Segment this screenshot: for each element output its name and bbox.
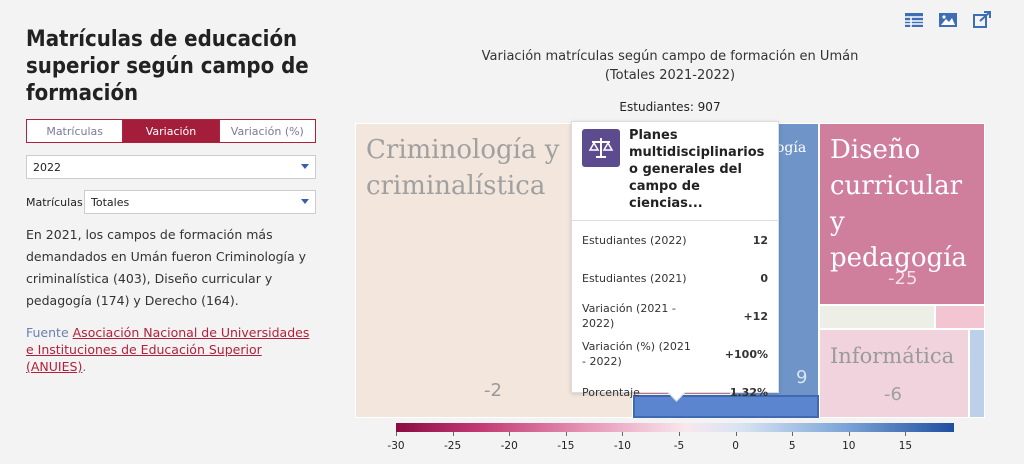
cell-informatica[interactable]: Informática -6 [819, 329, 969, 418]
legend-tick-mark [452, 432, 454, 436]
cell-value: 9 [796, 367, 808, 388]
chart-title-line1: Variación matrículas según campo de form… [481, 49, 859, 64]
matriculas-label: Matrículas [26, 195, 83, 209]
matriculas-select[interactable]: Totales [84, 190, 316, 214]
cell-label: Criminología y criminalística [366, 135, 560, 201]
tooltip-value: +12 [743, 309, 768, 323]
legend-tick-label: -20 [500, 440, 518, 452]
legend-tick-label: -5 [673, 440, 685, 452]
legend-tick-mark [679, 432, 680, 436]
tooltip-value: +100% [724, 347, 768, 361]
legend-tick-label: 10 [842, 440, 856, 452]
cell-small-1[interactable] [819, 305, 935, 329]
tooltip-value: 12 [752, 233, 768, 247]
tooltip-title: Planes multidisciplinarios o generales d… [629, 128, 765, 211]
source-text: Fuente Asociación Nacional de Universida… [26, 324, 316, 375]
chart-title: Variación matrículas según campo de form… [440, 47, 900, 85]
legend-tick-mark [905, 432, 907, 436]
tab-group: Matrículas Variación Variación (%) [26, 119, 316, 143]
chart-toolbar [904, 11, 992, 29]
legend-tick-mark [735, 432, 737, 436]
page-title: Matrículas de educación superior según c… [26, 27, 309, 106]
cell-value: -6 [884, 384, 902, 405]
legend-tick-label: -15 [557, 440, 575, 452]
tooltip-value: 1.32% [729, 385, 768, 399]
source-link[interactable]: Asociación Nacional de Universidades e I… [26, 325, 310, 374]
legend-tick-mark [792, 432, 794, 436]
cell-label: Diseño curricular y pedagogía [830, 135, 967, 273]
chart-title-line2: (Totales 2021-2022) [604, 68, 736, 83]
tooltip-row: Estudiantes (2022) 12 [572, 221, 778, 259]
table-icon[interactable] [904, 11, 924, 29]
tooltip: Planes multidisciplinarios o generales d… [571, 121, 779, 402]
cell-value: -25 [888, 268, 918, 289]
cell-value: -2 [484, 380, 502, 401]
legend-tick-mark [565, 432, 567, 436]
cell-small-2[interactable] [935, 305, 985, 329]
legend-tick-label: 5 [788, 440, 796, 452]
tooltip-key: Porcentaje [582, 385, 640, 399]
tooltip-row: Variación (%) (2021 - 2022) +100% [572, 335, 778, 373]
tooltip-row: Variación (2021 - 2022) +12 [572, 297, 778, 335]
cell-small-3[interactable] [969, 329, 985, 418]
source-prefix: Fuente [26, 325, 69, 340]
legend-tick-mark [509, 432, 511, 436]
tooltip-header: Planes multidisciplinarios o generales d… [572, 122, 778, 221]
tab-matriculas[interactable]: Matrículas [27, 120, 124, 142]
color-legend [396, 423, 954, 432]
cell-label: ogía [776, 140, 807, 156]
description-text: En 2021, los campos de formación más dem… [26, 227, 307, 308]
image-icon[interactable] [938, 11, 958, 29]
legend-tick-label: -10 [613, 440, 631, 452]
cell-highlight[interactable] [633, 395, 819, 418]
chevron-down-icon [301, 199, 309, 204]
year-select[interactable]: 2022 [26, 155, 316, 179]
tooltip-row: Porcentaje 1.32% [572, 373, 778, 411]
balance-scale-icon [582, 129, 620, 167]
tooltip-key: Estudiantes (2022) [582, 233, 687, 247]
share-icon[interactable] [972, 11, 992, 29]
sidebar: Matrículas de educación superior según c… [26, 26, 316, 375]
tooltip-key: Variación (2021 - 2022) [582, 302, 676, 330]
legend-tick-label: 0 [732, 440, 739, 452]
legend-tick-mark [396, 432, 397, 436]
source-suffix: . [82, 359, 87, 374]
cell-diseno[interactable]: Diseño curricular y pedagogía -25 [819, 123, 985, 305]
legend-tick-label: -25 [444, 440, 462, 452]
matriculas-select-value: Totales [91, 195, 130, 209]
tooltip-key: Estudiantes (2021) [582, 271, 687, 285]
legend-tick-mark [848, 432, 850, 436]
tooltip-key: Variación (%) (2021 - 2022) [582, 340, 691, 368]
chart-total: Estudiantes: 907 [619, 100, 721, 114]
year-select-value: 2022 [33, 160, 61, 174]
tab-variacion-pct[interactable]: Variación (%) [219, 120, 315, 142]
legend-tick-mark [622, 432, 624, 436]
tooltip-row: Estudiantes (2021) 0 [572, 259, 778, 297]
tab-variacion[interactable]: Variación [123, 120, 220, 142]
legend-tick-label: 15 [898, 440, 913, 452]
cell-label: Informática [830, 344, 955, 368]
legend-tick-label: -30 [387, 440, 405, 452]
chevron-down-icon [301, 164, 309, 169]
tooltip-value: 0 [760, 271, 768, 285]
